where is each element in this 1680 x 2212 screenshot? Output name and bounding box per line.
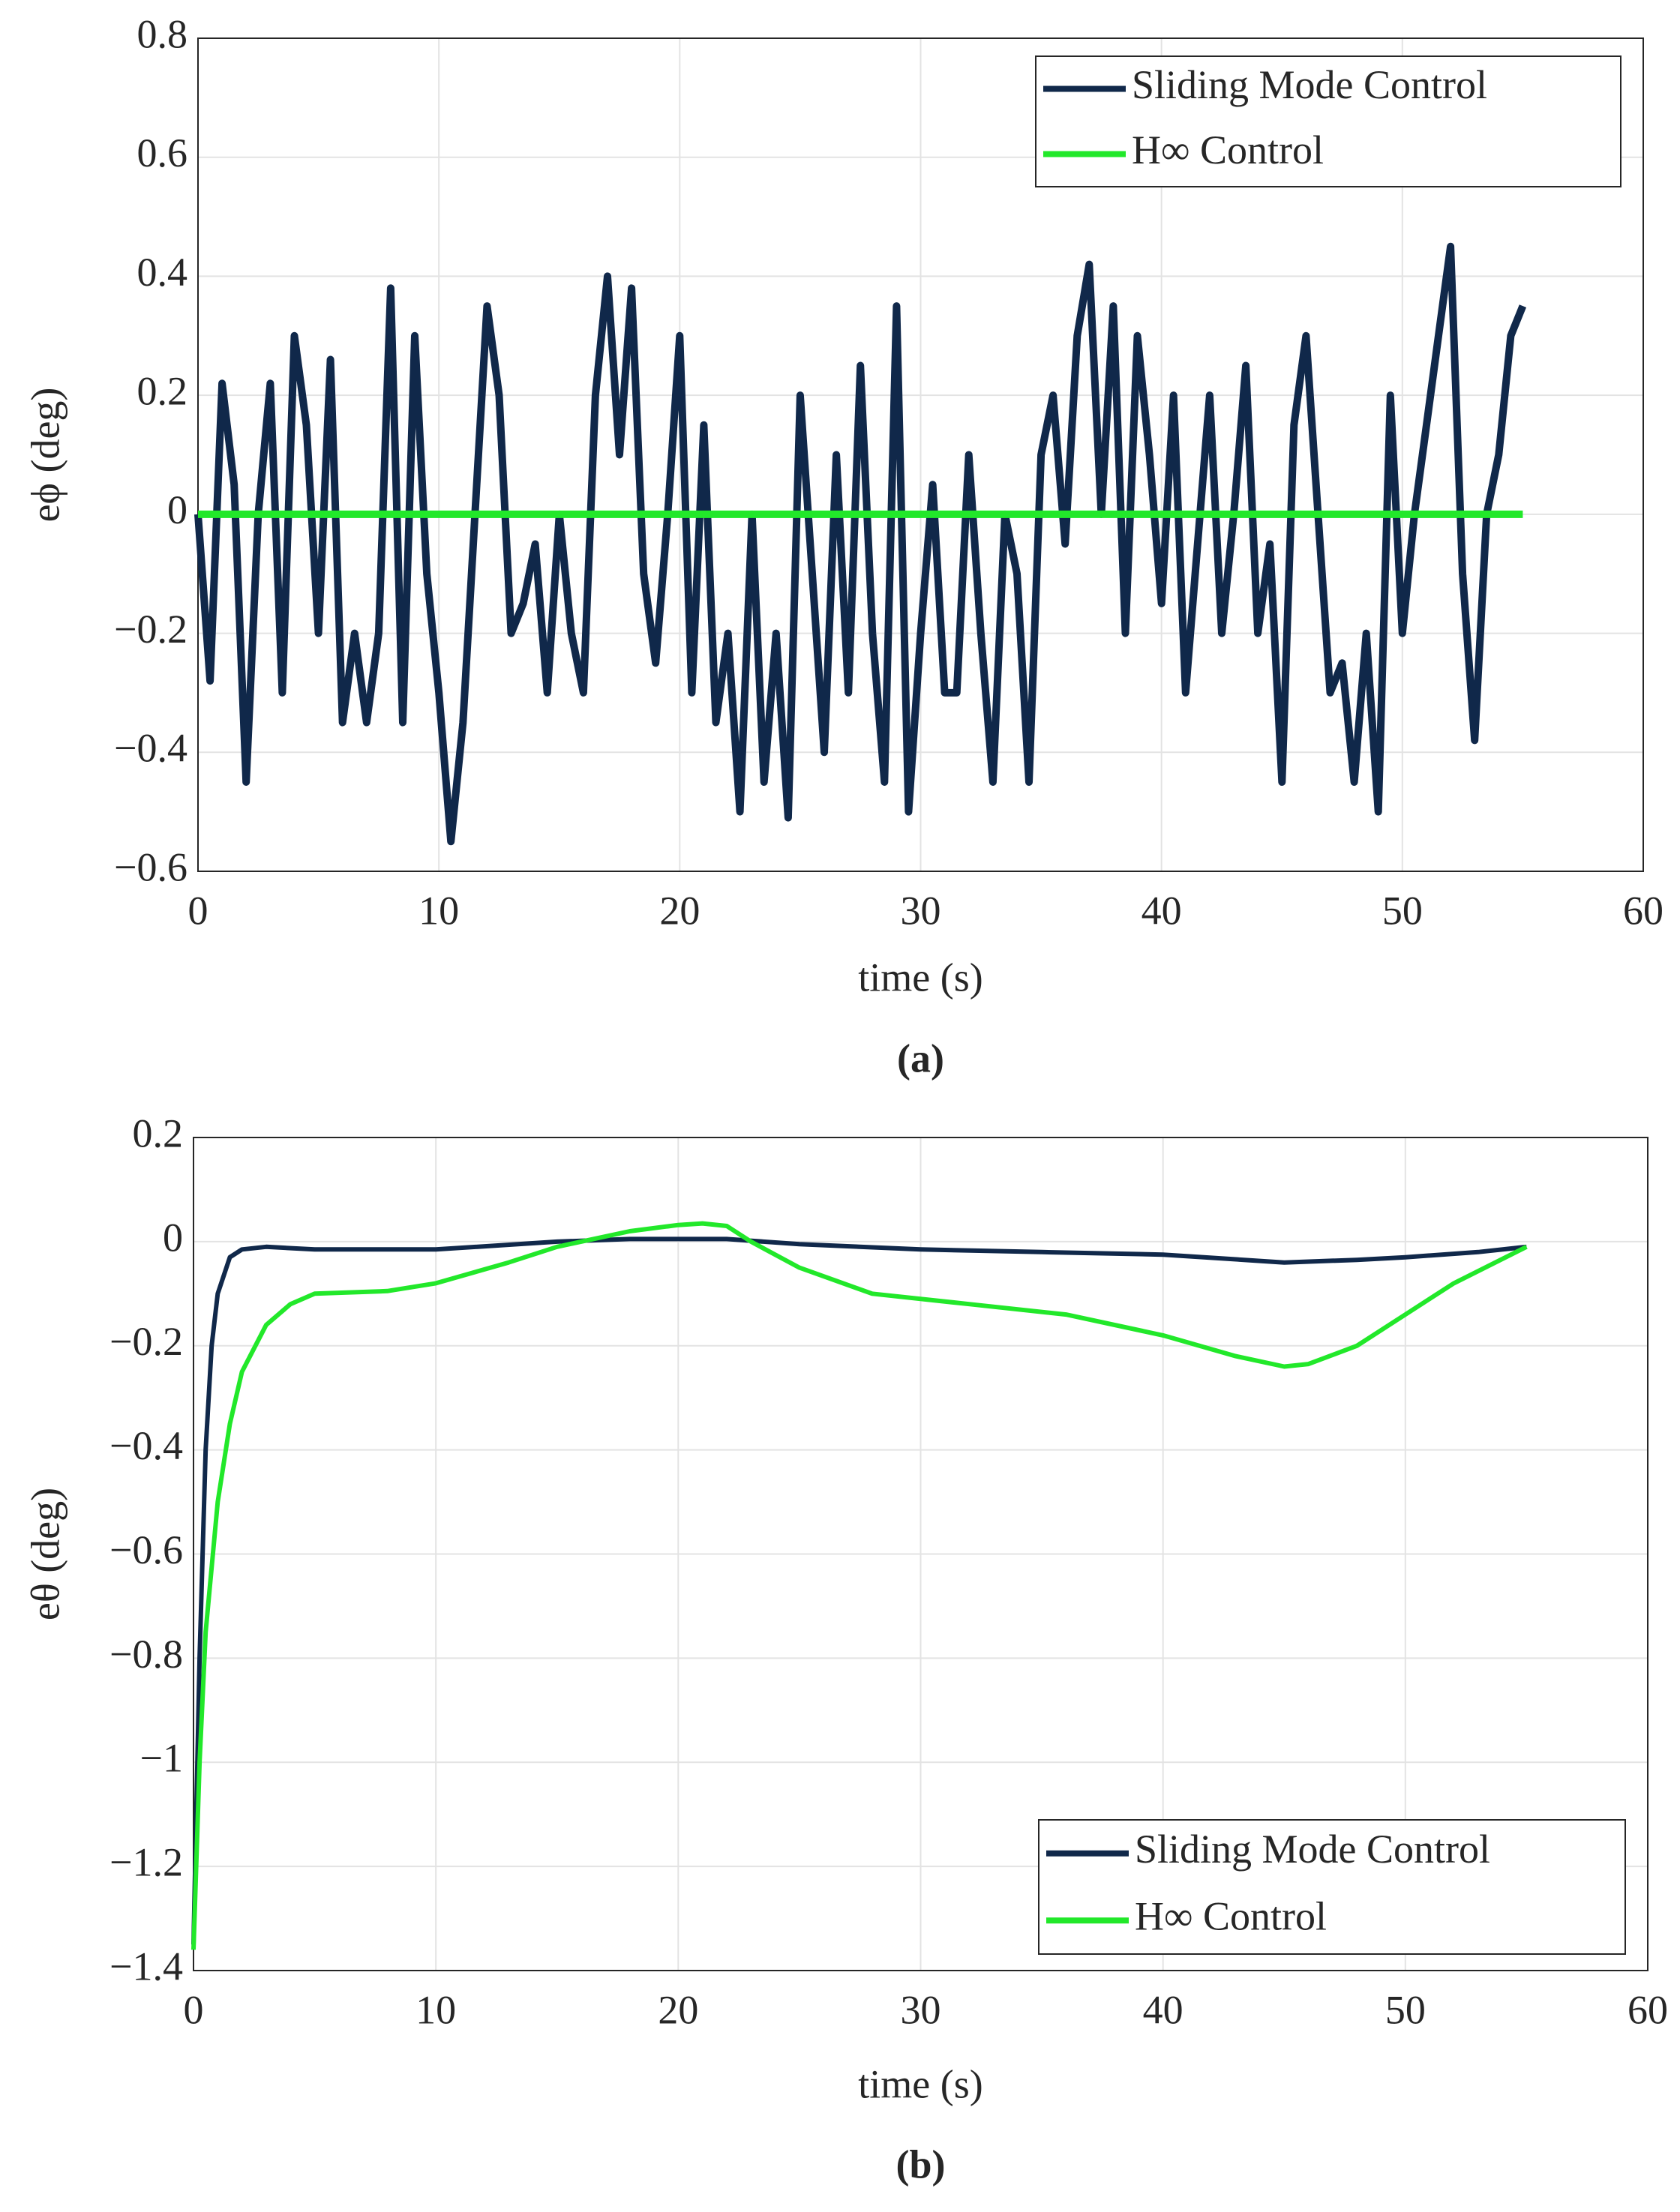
- x-tick-label: 20: [659, 888, 700, 933]
- data-line: [191, 1236, 1527, 1945]
- x-tick-label: 40: [1142, 888, 1182, 933]
- axes-frame: [193, 1137, 1648, 1971]
- legend-box: [1038, 1819, 1626, 1955]
- legend-label: Sliding Mode Control: [1132, 62, 1487, 107]
- x-tick-label: 40: [1143, 1987, 1184, 2032]
- y-tick-label: −0.4: [114, 726, 188, 771]
- y-tick-label: 0.8: [137, 11, 188, 56]
- x-axis-label: time (s): [858, 2061, 982, 2106]
- legend-label: Sliding Mode Control: [1135, 1827, 1490, 1872]
- caption: (b): [896, 2142, 946, 2187]
- y-tick-label: −0.6: [110, 1527, 183, 1572]
- x-tick-label: 50: [1382, 888, 1423, 933]
- x-tick-label: 10: [416, 1987, 456, 2032]
- x-tick-label: 30: [901, 1987, 941, 2032]
- x-axis-label: time (s): [858, 955, 982, 1000]
- y-tick-label: −0.6: [114, 844, 188, 889]
- y-tick-label: −1: [140, 1736, 183, 1781]
- y-tick-label: 0: [167, 487, 188, 532]
- x-tick-label: 30: [901, 888, 941, 933]
- x-tick-label: 0: [188, 888, 208, 933]
- y-tick-label: 0: [163, 1215, 183, 1260]
- x-tick-label: 10: [418, 888, 459, 933]
- y-tick-label: −1.2: [110, 1840, 183, 1885]
- x-tick-label: 20: [658, 1987, 698, 2032]
- axes-frame: [197, 37, 1644, 872]
- caption: (a): [897, 1036, 944, 1081]
- x-tick-label: 50: [1385, 1987, 1426, 2032]
- y-tick-label: −0.4: [110, 1423, 183, 1468]
- x-tick-label: 60: [1623, 888, 1664, 933]
- y-tick-label: −0.2: [110, 1319, 183, 1364]
- data-line: [194, 242, 1527, 846]
- y-axis-label: eθ (deg): [22, 1488, 68, 1620]
- y-tick-label: 0.2: [137, 369, 188, 414]
- y-tick-label: 0.6: [137, 130, 188, 175]
- y-tick-label: −1.4: [110, 1944, 183, 1989]
- y-tick-label: −0.8: [110, 1632, 183, 1677]
- legend-label: H∞ Control: [1135, 1894, 1327, 1939]
- y-tick-label: 0.4: [137, 250, 188, 295]
- data-line: [191, 1221, 1528, 1950]
- legend-box: [1035, 55, 1622, 187]
- y-axis-label: eϕ (deg): [22, 388, 68, 523]
- legend-label: H∞ Control: [1132, 127, 1324, 172]
- y-tick-label: 0.2: [133, 1110, 184, 1155]
- y-tick-label: −0.2: [114, 607, 188, 652]
- x-tick-label: 60: [1628, 1987, 1668, 2032]
- x-tick-label: 0: [184, 1987, 204, 2032]
